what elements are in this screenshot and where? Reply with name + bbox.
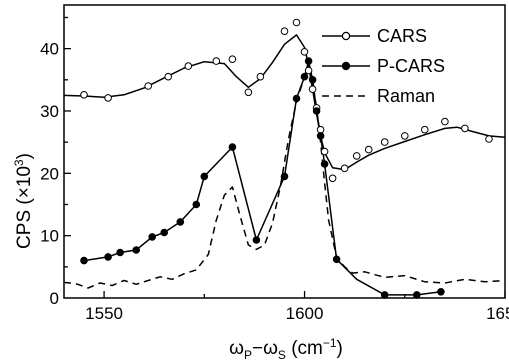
plot-frame (63, 4, 506, 299)
data-point-p-cars (148, 233, 156, 241)
x-axis-label-exponent: −1 (323, 336, 337, 350)
data-point-cars (441, 117, 449, 126)
data-point-p-cars (312, 107, 321, 115)
data-point-p-cars (104, 253, 112, 261)
legend-marker-cars (341, 31, 351, 41)
data-point-p-cars (380, 291, 389, 299)
data-point-p-cars (413, 291, 421, 299)
data-point-p-cars (80, 256, 88, 265)
data-point-p-cars (308, 76, 317, 84)
data-point-cars (184, 62, 193, 70)
data-point-p-cars (332, 255, 341, 264)
data-point-cars (328, 174, 337, 183)
data-point-cars (228, 55, 237, 64)
y-tick-label: 30 (40, 102, 59, 121)
data-point-cars (244, 88, 253, 97)
legend: CARS P-CARS Raman (322, 26, 445, 106)
data-point-cars (104, 94, 112, 102)
x-axis-label-units: (cm (286, 338, 323, 359)
data-point-cars (421, 125, 429, 134)
x-axis-label-dash-omega: −ω (252, 338, 278, 359)
data-point-cars (212, 57, 221, 65)
data-point-cars (485, 135, 493, 143)
data-point-p-cars (132, 246, 140, 254)
data-point-cars (300, 48, 309, 56)
data-point-p-cars (200, 172, 209, 181)
data-point-p-cars (292, 94, 301, 103)
data-point-p-cars (176, 218, 185, 226)
y-tick-label: 0 (50, 289, 59, 308)
y-tick-label: 10 (40, 227, 59, 246)
y-axis-label: CPS (×103) (12, 153, 35, 249)
x-axis-label: ωP−ωS (cm−1) (229, 336, 343, 362)
legend-marker-p-cars (341, 61, 351, 71)
legend-label-p-cars: P-CARS (377, 56, 445, 76)
data-point-cars (292, 18, 301, 27)
data-point-cars (280, 27, 289, 36)
y-axis-label-main: CPS (×10 (14, 166, 35, 249)
data-point-cars (144, 82, 152, 90)
x-tick-label: 1550 (85, 304, 123, 323)
legend-label-cars: CARS (377, 26, 427, 46)
series-markers (80, 18, 493, 299)
x-axis-label-omega: ω (229, 338, 244, 359)
series-line-raman (63, 72, 506, 289)
x-axis-label-sub-s: S (278, 348, 286, 362)
data-point-cars (320, 147, 329, 156)
data-point-p-cars (192, 200, 201, 209)
data-point-cars (340, 164, 349, 173)
axis-ticks (64, 16, 506, 298)
y-tick-label: 20 (40, 164, 59, 183)
data-point-cars (364, 145, 373, 154)
data-point-cars (401, 132, 409, 140)
x-axis-label-close: ) (337, 338, 343, 359)
data-point-cars (316, 125, 325, 134)
data-point-p-cars (252, 236, 261, 244)
x-tick-label: 1650 (486, 304, 509, 323)
data-point-p-cars (320, 160, 329, 168)
y-axis-label-close: ) (14, 153, 35, 159)
data-point-p-cars (304, 57, 313, 65)
y-tick-label: 40 (40, 40, 59, 59)
data-point-p-cars (300, 72, 309, 81)
data-point-p-cars (316, 132, 325, 140)
data-point-cars (80, 91, 88, 99)
data-point-p-cars (116, 248, 124, 257)
data-point-cars (256, 72, 265, 81)
data-point-cars (164, 72, 172, 81)
x-axis-label-sub-p: P (244, 348, 252, 362)
data-point-cars (304, 66, 313, 75)
data-point-cars (461, 124, 469, 133)
data-point-p-cars (280, 172, 289, 181)
data-point-p-cars (437, 288, 445, 296)
y-axis-label-exponent: 3 (12, 159, 26, 166)
data-point-cars (352, 152, 361, 160)
data-point-p-cars (160, 228, 168, 237)
data-point-cars (380, 138, 389, 146)
data-point-p-cars (228, 143, 237, 151)
legend-label-raman: Raman (377, 86, 435, 106)
data-point-cars (308, 85, 317, 93)
x-tick-label: 1600 (286, 304, 324, 323)
